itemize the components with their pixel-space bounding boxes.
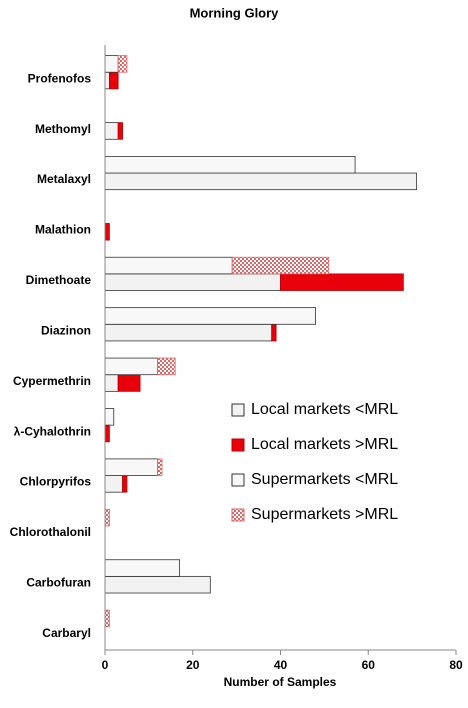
y-tick-label: Methomyl bbox=[35, 122, 91, 136]
y-tick-label: λ-Cyhalothrin bbox=[14, 424, 91, 438]
x-tick-label: 80 bbox=[449, 658, 463, 672]
bar bbox=[104, 156, 356, 174]
x-tick-label: 60 bbox=[362, 658, 376, 672]
chart-title: Morning Glory bbox=[190, 5, 280, 20]
bar bbox=[104, 323, 273, 342]
bar bbox=[117, 374, 141, 392]
y-tick-label: Cypermethrin bbox=[13, 374, 91, 388]
bar bbox=[117, 55, 128, 73]
y-tick-label: Chlorpyrifos bbox=[20, 475, 92, 489]
bar bbox=[104, 458, 159, 476]
bar bbox=[117, 122, 123, 140]
x-tick-label: 40 bbox=[274, 658, 288, 672]
bar bbox=[104, 307, 317, 325]
bar bbox=[104, 357, 159, 376]
bar bbox=[280, 273, 404, 291]
y-tick-label: Carbaryl bbox=[42, 626, 91, 640]
y-tick-label: Chlorothalonil bbox=[10, 525, 91, 539]
bar bbox=[104, 424, 110, 443]
y-tick-label: Profenofos bbox=[28, 71, 92, 85]
bar bbox=[157, 458, 163, 476]
bar bbox=[157, 357, 176, 376]
bar bbox=[104, 408, 115, 426]
bar bbox=[231, 256, 330, 275]
bar bbox=[104, 559, 180, 577]
bar bbox=[104, 223, 110, 241]
x-tick-label: 0 bbox=[102, 658, 109, 672]
legend-swatch bbox=[231, 473, 245, 487]
legend-swatch bbox=[231, 403, 245, 417]
bar bbox=[104, 374, 119, 392]
y-tick-label: Diazinon bbox=[41, 323, 91, 337]
bar bbox=[104, 55, 119, 73]
y-tick-label: Metalaxyl bbox=[37, 172, 91, 186]
y-tick-label: Malathion bbox=[35, 223, 91, 237]
y-tick-label: Carbofuran bbox=[26, 576, 91, 590]
legend-swatch bbox=[231, 508, 245, 522]
bar bbox=[108, 71, 119, 90]
x-tick-label: 20 bbox=[186, 658, 200, 672]
bar bbox=[271, 323, 277, 342]
bar bbox=[104, 508, 110, 527]
bar bbox=[104, 172, 417, 191]
legend-label: Supermarkets >MRL bbox=[251, 506, 398, 523]
legend-label: Local markets <MRL bbox=[251, 401, 398, 418]
bar bbox=[104, 256, 233, 275]
legend-swatch bbox=[231, 438, 245, 452]
bar bbox=[104, 273, 281, 291]
bar bbox=[104, 122, 119, 140]
bar bbox=[122, 475, 128, 493]
bar bbox=[104, 71, 110, 90]
bar bbox=[104, 475, 123, 493]
legend-label: Supermarkets <MRL bbox=[251, 471, 398, 488]
y-tick-label: Dimethoate bbox=[26, 273, 92, 287]
bar bbox=[104, 575, 211, 594]
x-axis-title: Number of Samples bbox=[224, 675, 337, 689]
bar bbox=[104, 609, 110, 628]
legend-label: Local markets >MRL bbox=[251, 436, 398, 453]
